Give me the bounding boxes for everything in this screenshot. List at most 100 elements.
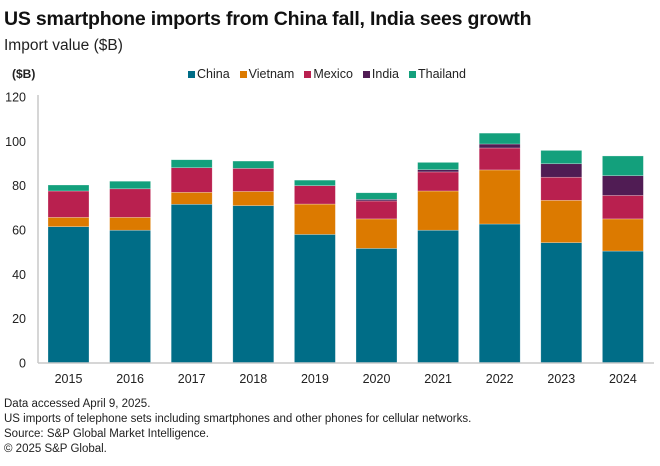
legend-item-vietnam: Vietnam: [239, 67, 295, 81]
footer-description: US imports of telephone sets including s…: [4, 413, 472, 425]
bar-segment-thailand-2021: [417, 162, 459, 171]
bar-segment-thailand-2023: [540, 150, 583, 165]
legend-label-thailand: Thailand: [418, 67, 466, 81]
y-tick-label: 40: [12, 268, 26, 282]
bar-segment-vietnam-2023: [540, 199, 583, 243]
footer-notes: Data accessed April 9, 2025. US imports …: [4, 397, 471, 457]
bar-segment-china-2019: [294, 234, 336, 364]
legend-label-india: India: [371, 67, 400, 81]
legend-swatch-thailand: [409, 70, 417, 78]
bar-segment-china-2024: [602, 250, 644, 364]
bar-group-2017: [170, 159, 213, 364]
y-axis-unit-label: ($B): [12, 67, 36, 81]
x-tick-label: 2015: [55, 372, 83, 386]
y-tick-label: 100: [5, 135, 26, 149]
chart-subtitle: Import value ($B): [4, 37, 123, 54]
y-tick-label: 0: [19, 357, 26, 371]
bar-segment-vietnam-2017: [170, 192, 213, 205]
bar-segment-vietnam-2015: [47, 217, 90, 227]
legend-item-thailand: Thailand: [409, 67, 466, 81]
bar-segment-china-2022: [478, 223, 521, 364]
x-tick-label: 2021: [424, 372, 452, 386]
bar-segment-india-2022: [478, 143, 521, 149]
legend-swatch-mexico: [304, 70, 312, 78]
y-tick-label: 60: [12, 224, 26, 238]
bar-segment-mexico-2017: [170, 167, 213, 193]
bar-segment-vietnam-2024: [602, 218, 644, 252]
chart-title: US smartphone imports from China fall, I…: [4, 8, 532, 30]
bar-group-2022: [478, 132, 521, 364]
bar-segment-mexico-2020: [355, 200, 398, 220]
bar-segment-mexico-2023: [540, 176, 583, 201]
x-tick-label: 2023: [547, 372, 575, 386]
legend-label-china: China: [197, 67, 230, 81]
bar-segment-thailand-2020: [355, 192, 398, 200]
bar-group-2023: [540, 150, 583, 364]
bar-group-2020: [355, 192, 398, 364]
x-tick-label: 2019: [301, 372, 329, 386]
y-tick-label: 20: [12, 312, 26, 326]
bar-segment-thailand-2022: [478, 132, 521, 145]
bar-segment-vietnam-2016: [109, 217, 151, 231]
x-tick-label: 2020: [363, 372, 391, 386]
bar-segment-vietnam-2022: [478, 169, 521, 225]
bar-segment-china-2021: [417, 229, 459, 364]
legend-item-china: China: [188, 67, 230, 81]
bar-group-2024: [602, 155, 644, 364]
bar-segment-thailand-2016: [109, 180, 151, 190]
y-tick-label: 120: [5, 91, 26, 105]
bar-group-2015: [47, 184, 90, 364]
footer-data-accessed: Data accessed April 9, 2025.: [4, 398, 151, 410]
bar-segment-india-2021: [417, 169, 459, 173]
bar-segment-vietnam-2020: [355, 218, 398, 249]
bar-segment-mexico-2024: [602, 195, 644, 220]
y-tick-label: 80: [12, 179, 26, 193]
bar-segment-thailand-2024: [602, 155, 644, 176]
bar-segment-china-2020: [355, 248, 398, 364]
legend-swatch-china: [188, 70, 195, 78]
bar-segment-india-2023: [540, 163, 583, 178]
bar-segment-vietnam-2021: [417, 190, 459, 231]
bar-segment-china-2017: [170, 203, 213, 364]
bar-segment-mexico-2016: [109, 188, 151, 218]
footer-source: Source: S&P Global Market Intelligence.: [4, 428, 209, 440]
bars: [47, 132, 644, 364]
bar-segment-thailand-2015: [47, 184, 90, 192]
x-tick-label: 2022: [486, 372, 514, 386]
bar-segment-mexico-2018: [232, 168, 275, 192]
legend: China Vietnam Mexico India Thailand: [188, 67, 466, 81]
bar-segment-india-2020: [355, 199, 398, 202]
x-tick-label: 2024: [609, 372, 637, 386]
x-axis-ticks: 2015 2016 2017 2018 2019 2020 2021 2022 2023 2024: [55, 372, 637, 386]
x-tick-label: 2018: [239, 372, 267, 386]
bar-group-2021: [417, 162, 459, 364]
bar-segment-vietnam-2018: [232, 191, 275, 206]
x-tick-label: 2016: [116, 372, 144, 386]
x-tick-label: 2017: [178, 372, 206, 386]
legend-swatch-vietnam: [239, 70, 247, 78]
bar-group-2019: [294, 179, 336, 364]
footer-copyright: © 2025 S&P Global.: [4, 443, 107, 455]
bar-segment-thailand-2019: [294, 179, 336, 186]
bar-segment-mexico-2019: [294, 185, 336, 205]
bar-segment-mexico-2021: [417, 171, 459, 192]
bar-group-2018: [232, 160, 275, 364]
legend-swatch-india: [362, 70, 370, 78]
legend-item-mexico: Mexico: [304, 67, 353, 81]
bar-segment-mexico-2022: [478, 147, 521, 171]
legend-label-mexico: Mexico: [313, 67, 353, 81]
bar-segment-mexico-2015: [47, 190, 90, 218]
bar-segment-thailand-2018: [232, 160, 275, 169]
bar-segment-china-2016: [109, 229, 151, 364]
legend-label-vietnam: Vietnam: [248, 67, 295, 81]
bar-group-2016: [109, 180, 151, 364]
bar-segment-china-2015: [47, 226, 90, 364]
bar-segment-china-2018: [232, 205, 275, 364]
bar-segment-vietnam-2019: [294, 203, 336, 235]
legend-item-india: India: [362, 67, 400, 81]
y-axis-ticks: 0 20 40 60 80 100 120: [5, 91, 26, 371]
bar-segment-thailand-2017: [170, 159, 213, 169]
bar-segment-india-2024: [602, 175, 644, 196]
bar-segment-china-2023: [540, 242, 583, 364]
